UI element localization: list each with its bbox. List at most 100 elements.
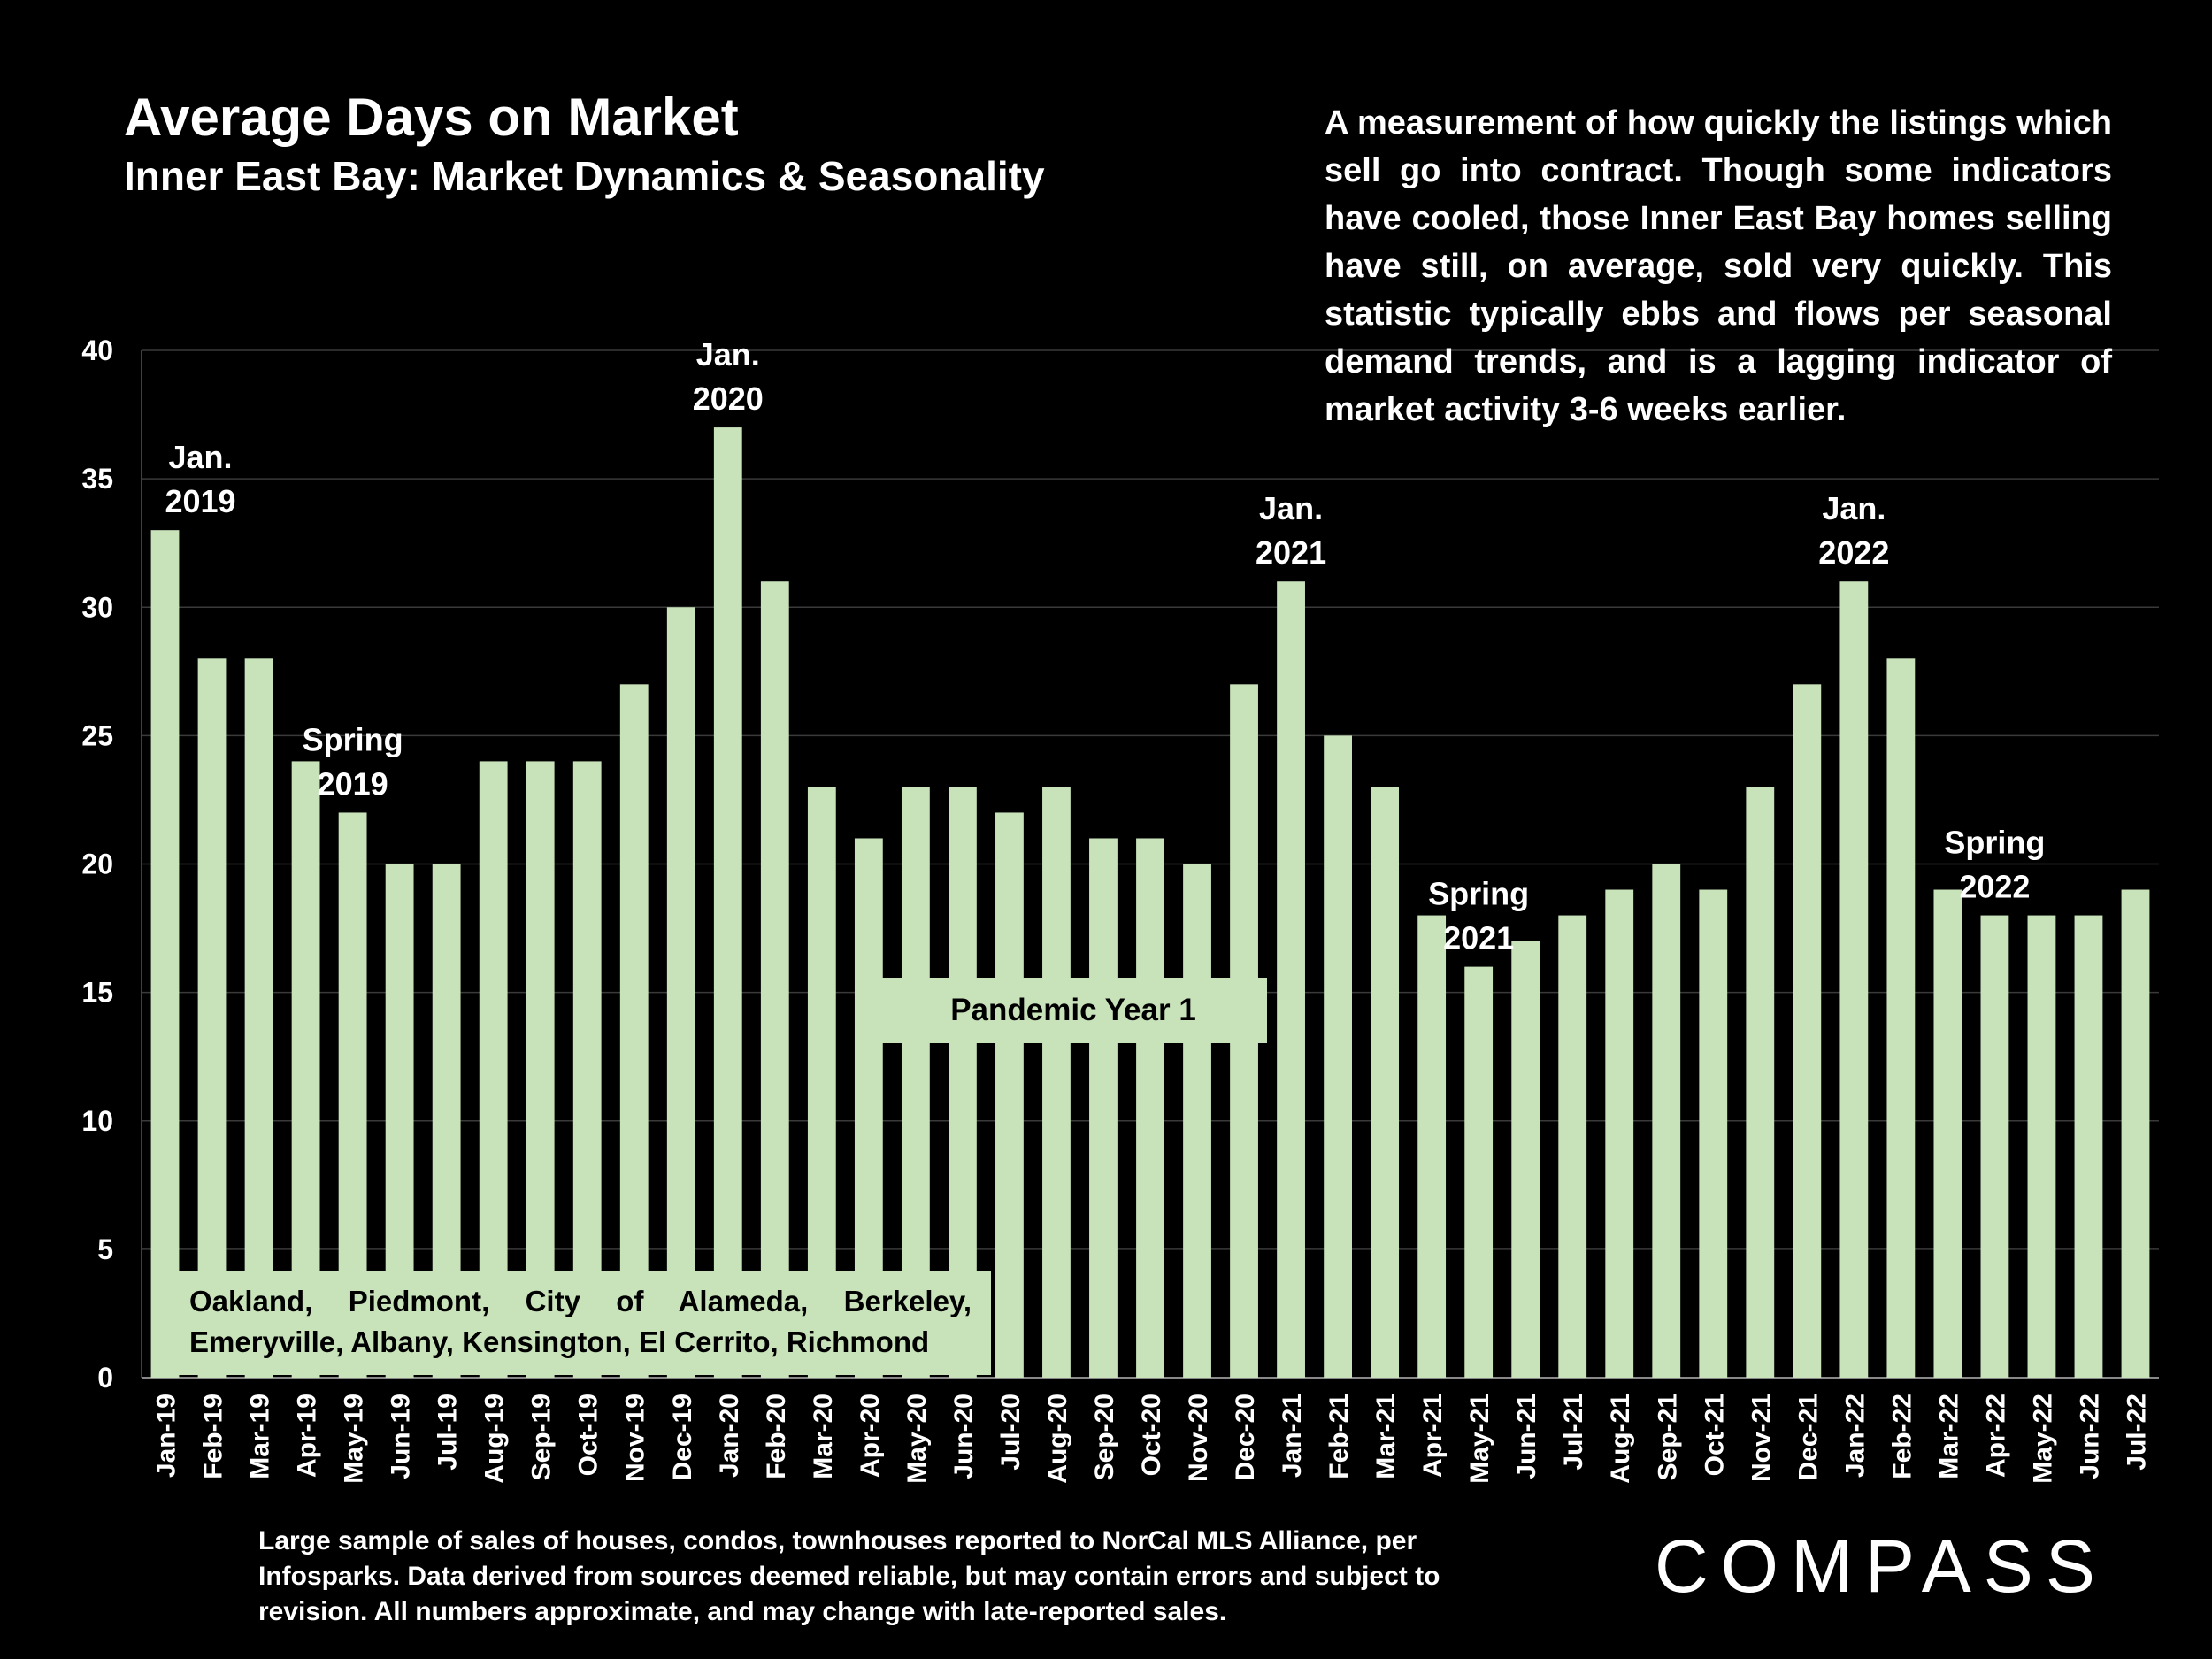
- x-tick-label: Feb-20: [762, 1394, 791, 1479]
- pandemic-year-label: Pandemic Year 1: [879, 978, 1267, 1043]
- x-tick-label: Oct-19: [574, 1394, 603, 1476]
- x-tick-label: Aug-21: [1606, 1394, 1635, 1484]
- bar-nov-20: [1183, 864, 1211, 1378]
- x-tick-label: Oct-21: [1700, 1394, 1729, 1476]
- y-tick-label: 15: [81, 977, 113, 1009]
- x-tick-label: May-22: [2028, 1394, 2057, 1484]
- x-tick-label: Jul-19: [434, 1394, 463, 1471]
- bar-mar-22: [1933, 889, 1962, 1378]
- bar-may-22: [2027, 915, 2056, 1378]
- x-tick-label: May-20: [902, 1394, 932, 1484]
- x-tick-label: Apr-19: [293, 1394, 322, 1478]
- x-tick-label: Mar-21: [1371, 1394, 1401, 1479]
- x-tick-label: Sep-21: [1653, 1394, 1682, 1480]
- x-tick-label: Dec-20: [1231, 1394, 1260, 1480]
- y-axis-ticks: 0 5 10 15 20 25 30 35 40: [81, 334, 113, 1394]
- x-tick-label: Dec-21: [1793, 1394, 1823, 1480]
- y-tick-label: 10: [81, 1105, 113, 1137]
- cities-label-box: Oakland, Piedmont, City of Alameda, Berk…: [170, 1271, 991, 1375]
- annotation-label: Jan.: [168, 439, 232, 475]
- bar-feb-22: [1886, 658, 1916, 1378]
- bar-feb-20: [760, 581, 789, 1378]
- x-tick-label: Feb-19: [199, 1394, 228, 1479]
- bar-apr-21: [1417, 915, 1447, 1378]
- annotation-label: Spring: [303, 721, 403, 757]
- bar-feb-21: [1324, 735, 1352, 1378]
- bar-jan-20: [713, 427, 742, 1379]
- x-tick-label: Oct-20: [1137, 1394, 1166, 1476]
- x-tick-label: Jul-22: [2122, 1394, 2151, 1471]
- bar-jul-20: [995, 812, 1024, 1378]
- x-tick-label: Feb-22: [1887, 1394, 1916, 1479]
- y-tick-label: 30: [81, 591, 113, 623]
- x-tick-label: Jan-21: [1278, 1394, 1307, 1478]
- x-tick-label: Jan-22: [1840, 1394, 1870, 1478]
- chart-title: Average Days on Market: [124, 88, 739, 147]
- y-tick-label: 25: [81, 719, 113, 751]
- bar-sep-21: [1652, 864, 1681, 1378]
- x-tick-label: Jun-20: [949, 1394, 979, 1479]
- bar-mar-19: [244, 658, 273, 1378]
- x-tick-label: Nov-20: [1184, 1394, 1213, 1482]
- bar-oct-20: [1136, 838, 1164, 1378]
- x-axis-ticks: Jan-19 Feb-19 Mar-19 Apr-19 May-19 Jun-19 Jul-…: [152, 1394, 2152, 1484]
- bar-nov-19: [619, 684, 649, 1378]
- x-tick-label: Nov-21: [1747, 1394, 1776, 1482]
- bar-jul-21: [1558, 915, 1587, 1378]
- x-tick-label: Aug-20: [1043, 1394, 1072, 1484]
- annotation-label: 2022: [1818, 534, 1889, 571]
- source-footnote: Large sample of sales of houses, condos,…: [258, 1526, 1440, 1626]
- bar-jan-22: [1839, 581, 1869, 1378]
- x-tick-label: May-19: [340, 1394, 369, 1484]
- bar-mar-21: [1371, 787, 1400, 1378]
- bar-jan-19: [150, 530, 180, 1378]
- x-tick-label: Mar-20: [809, 1394, 838, 1479]
- bar-jun-22: [2074, 915, 2103, 1378]
- x-tick-label: Jan-20: [715, 1394, 744, 1478]
- bar-oct-21: [1699, 889, 1728, 1378]
- bar-jan-21: [1277, 581, 1305, 1378]
- x-tick-label: Mar-22: [1934, 1394, 1963, 1479]
- y-tick-label: 0: [97, 1362, 113, 1394]
- x-tick-label: Jul-20: [996, 1394, 1025, 1471]
- x-tick-label: Apr-21: [1418, 1394, 1448, 1478]
- annotation-label: Jan.: [1259, 490, 1323, 526]
- x-tick-label: Jul-21: [1559, 1394, 1588, 1471]
- chart-subtitle: Inner East Bay: Market Dynamics & Season…: [124, 153, 1045, 199]
- x-tick-label: Feb-21: [1325, 1394, 1354, 1479]
- bar-may-21: [1464, 966, 1494, 1378]
- annotation-label: Spring: [1944, 825, 2045, 861]
- x-tick-label: May-21: [1465, 1394, 1494, 1484]
- x-tick-label: Jan-19: [152, 1394, 181, 1478]
- annotation-label: 2021: [1443, 920, 1514, 956]
- bar-dec-19: [666, 607, 695, 1378]
- annotation-label: 2019: [318, 765, 388, 802]
- bar-aug-20: [1042, 787, 1071, 1378]
- x-tick-label: Sep-20: [1090, 1394, 1119, 1480]
- annotation-label: 2020: [693, 380, 764, 417]
- bar-aug-21: [1605, 889, 1634, 1378]
- description-text: A measurement of how quickly the listing…: [1325, 104, 2112, 428]
- bar-sep-20: [1089, 838, 1118, 1378]
- x-tick-label: Apr-20: [856, 1394, 885, 1478]
- x-tick-label: Apr-22: [1981, 1394, 2010, 1478]
- x-tick-label: Dec-19: [668, 1394, 697, 1480]
- annotation-label: Jan.: [1822, 490, 1886, 526]
- compass-logo: COMPASS: [1655, 1525, 2108, 1608]
- annotation-label: Jan.: [696, 336, 760, 373]
- x-tick-label: Sep-19: [527, 1394, 557, 1480]
- x-tick-label: Jun-22: [2075, 1394, 2104, 1479]
- x-tick-label: Mar-19: [246, 1394, 275, 1479]
- x-tick-label: Jun-19: [387, 1394, 416, 1479]
- bar-dec-21: [1793, 684, 1822, 1378]
- x-tick-label: Jun-21: [1512, 1394, 1541, 1479]
- x-tick-label: Nov-19: [621, 1394, 650, 1482]
- annotation-label: Spring: [1428, 876, 1529, 912]
- annotation-label: 2019: [165, 483, 235, 519]
- annotation-label: 2021: [1256, 534, 1326, 571]
- bar-apr-22: [1980, 915, 2009, 1378]
- y-tick-label: 40: [81, 334, 113, 366]
- y-tick-label: 5: [97, 1233, 113, 1265]
- bar-jul-22: [2121, 889, 2150, 1378]
- x-tick-label: Aug-19: [480, 1394, 510, 1484]
